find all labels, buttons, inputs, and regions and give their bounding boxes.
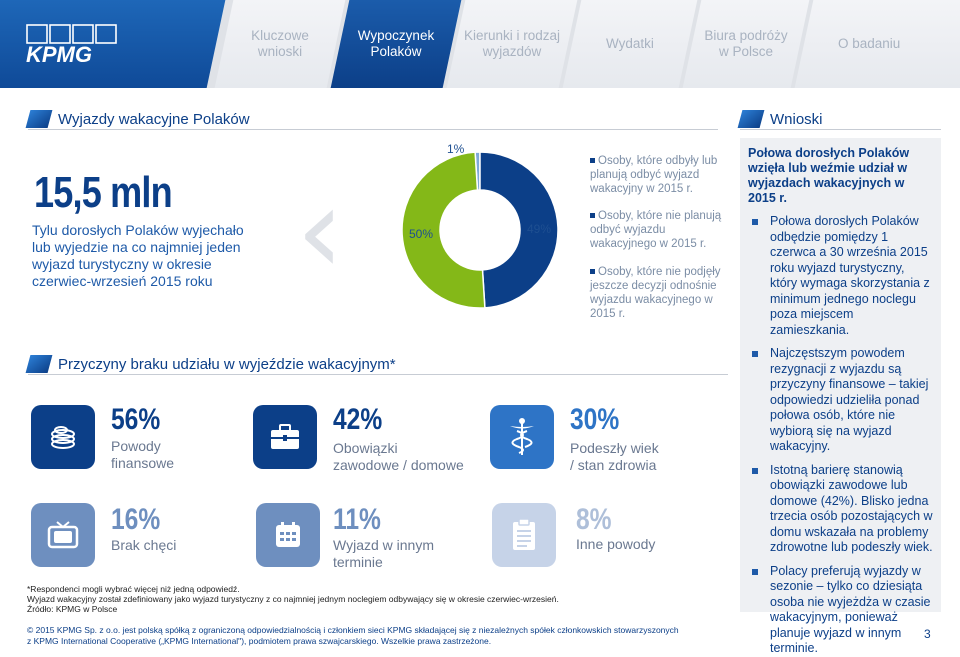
bullet: [752, 351, 758, 357]
section-marker: [25, 355, 53, 373]
footnote: Wyjazd wakacyjny został zdefiniowany jak…: [27, 594, 559, 604]
legend-item: Osoby, które nie podjęły jeszcze decyzji…: [590, 265, 725, 321]
reason-percent: 16%: [111, 503, 161, 536]
tab-wydatki[interactable]: Wydatki: [562, 0, 698, 88]
section-marker: [25, 110, 53, 128]
legend-text: Osoby, które nie planują odbyć wyjazdu w…: [590, 210, 722, 250]
bullet: [752, 568, 758, 575]
reason-label: Wyjazd w innym terminie: [333, 537, 435, 570]
wnioski-item: Polacy preferują wyjazdy w sezonie – tyl…: [748, 564, 933, 657]
wnioski-header: Wnioski: [737, 107, 823, 131]
caduceus-icon: [490, 405, 554, 469]
tab-wypoczynek-polakow[interactable]: Wypoczynek Polaków: [330, 0, 462, 88]
donut-slices: [401, 151, 559, 309]
section-marker: [737, 110, 765, 128]
divider: [28, 129, 718, 130]
tab-kluczowe-wnioski[interactable]: Kluczowe wnioski: [214, 0, 346, 88]
big-number: 15,5 mln: [34, 168, 173, 217]
divider: [740, 129, 941, 130]
wnioski-item: Połowa dorosłych Polaków odbędzie pomięd…: [748, 214, 933, 338]
divider: [28, 374, 728, 375]
wnioski-panel: Połowa dorosłych Polaków wzięła lub weźm…: [740, 138, 941, 655]
section-header-przyczyny: Przyczyny braku udziału w wyjeździe waka…: [25, 352, 396, 376]
donut-label-49: 49%: [527, 222, 552, 236]
reason-percent: 56%: [111, 403, 161, 436]
bullet: [752, 219, 758, 225]
donut-label-1: 1%: [447, 142, 465, 156]
wnioski-item: Najczęstszym powodem rezygnacji z wyjazd…: [748, 346, 933, 455]
reason-label: Podeszły wiek / stan zdrowia: [570, 440, 659, 473]
reason-percent: 42%: [333, 403, 383, 436]
reason-percent: 30%: [570, 403, 620, 436]
donut-label-50: 50%: [409, 227, 434, 241]
section-title: Wyjazdy wakacyjne Polaków: [58, 110, 250, 128]
tab-biura-podrozy[interactable]: Biura podróży w Polsce: [682, 0, 810, 88]
legend-swatch: [590, 158, 595, 164]
section-title: Przyczyny braku udziału w wyjeździe waka…: [58, 355, 396, 373]
legend-swatch: [590, 269, 595, 275]
reason-percent: 8%: [576, 503, 612, 536]
big-number-description: Tylu dorosłych Polaków wyjechało lub wyj…: [32, 222, 244, 289]
logo-text: KPMG: [26, 42, 92, 66]
coins-icon: [31, 405, 95, 469]
briefcase-icon: [253, 405, 317, 469]
section-header-wyjazdy: Wyjazdy wakacyjne Polaków: [25, 107, 250, 131]
slice-nie-planuja: [401, 151, 486, 309]
wnioski-lead: Połowa dorosłych Polaków wzięła lub weźm…: [748, 146, 910, 205]
legend-swatch: [590, 213, 595, 219]
footer-copyright: © 2015 KPMG Sp. z o.o. jest polską spółk…: [27, 625, 679, 646]
chevron-left-icon: ‹: [296, 162, 344, 301]
legend-item: Osoby, które odbyły lub planują odbyć wy…: [590, 154, 725, 196]
calendar-icon: [256, 503, 320, 567]
legend-item: Osoby, które nie planują odbyć wyjazdu w…: [590, 209, 725, 251]
reason-label: Obowiązki zawodowe / domowe: [333, 440, 464, 473]
reason-label: Inne powody: [576, 536, 656, 552]
kpmg-logo[interactable]: KPMG: [24, 24, 124, 66]
bullet: [752, 467, 758, 474]
wnioski-item: Istotną barierę stanowią obowiązki zawod…: [748, 463, 933, 556]
tab-o-badaniu[interactable]: O badaniu: [794, 0, 960, 88]
reason-label: Powody finansowe: [111, 438, 175, 471]
legend-text: Osoby, które nie podjęły jeszcze decyzji…: [590, 266, 721, 320]
wnioski-title: Wnioski: [770, 110, 823, 128]
tab-kierunki[interactable]: Kierunki i rodzaj wyjazdów: [446, 0, 578, 88]
footnote: *Respondenci mogli wybrać więcej niż jed…: [27, 584, 240, 594]
top-navigation: KPMG Kluczowe wnioski Wypoczynek Polaków…: [0, 0, 960, 88]
legend-text: Osoby, które odbyły lub planują odbyć wy…: [590, 155, 718, 195]
slice-wyjazd: [479, 151, 559, 309]
reason-label: Brak chęci: [111, 537, 177, 553]
page-number: 3: [924, 627, 931, 641]
clipboard-icon: [492, 503, 556, 567]
tv-icon: [31, 503, 95, 567]
donut-chart: [401, 151, 559, 309]
reason-percent: 11%: [333, 503, 381, 536]
footnote-source: Źródło: KPMG w Polsce: [27, 604, 118, 614]
